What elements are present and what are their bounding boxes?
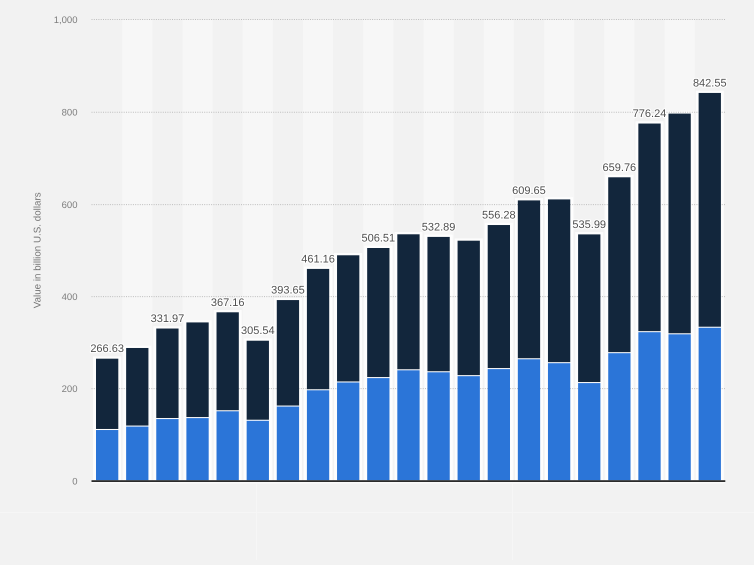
svg-text:609.65: 609.65 bbox=[512, 185, 546, 197]
svg-text:367.16: 367.16 bbox=[211, 297, 245, 309]
svg-text:506.51: 506.51 bbox=[361, 233, 395, 245]
svg-text:266.63: 266.63 bbox=[90, 343, 124, 355]
svg-text:659.76: 659.76 bbox=[603, 162, 637, 174]
svg-text:393.65: 393.65 bbox=[271, 285, 305, 297]
svg-text:1,000: 1,000 bbox=[54, 15, 78, 26]
svg-text:532.89: 532.89 bbox=[422, 221, 456, 233]
svg-text:842.55: 842.55 bbox=[693, 77, 727, 89]
svg-text:305.54: 305.54 bbox=[241, 325, 275, 337]
svg-text:331.97: 331.97 bbox=[151, 313, 185, 325]
svg-text:600: 600 bbox=[62, 200, 78, 211]
svg-text:800: 800 bbox=[62, 108, 78, 119]
svg-text:776.24: 776.24 bbox=[633, 108, 667, 120]
svg-text:556.28: 556.28 bbox=[482, 210, 516, 222]
svg-text:200: 200 bbox=[62, 384, 78, 395]
svg-text:Value in billion U.S. dollars: Value in billion U.S. dollars bbox=[33, 192, 44, 308]
svg-text:535.99: 535.99 bbox=[572, 219, 606, 231]
svg-text:461.16: 461.16 bbox=[301, 253, 335, 265]
svg-text:0: 0 bbox=[72, 476, 77, 487]
svg-text:400: 400 bbox=[62, 292, 78, 303]
